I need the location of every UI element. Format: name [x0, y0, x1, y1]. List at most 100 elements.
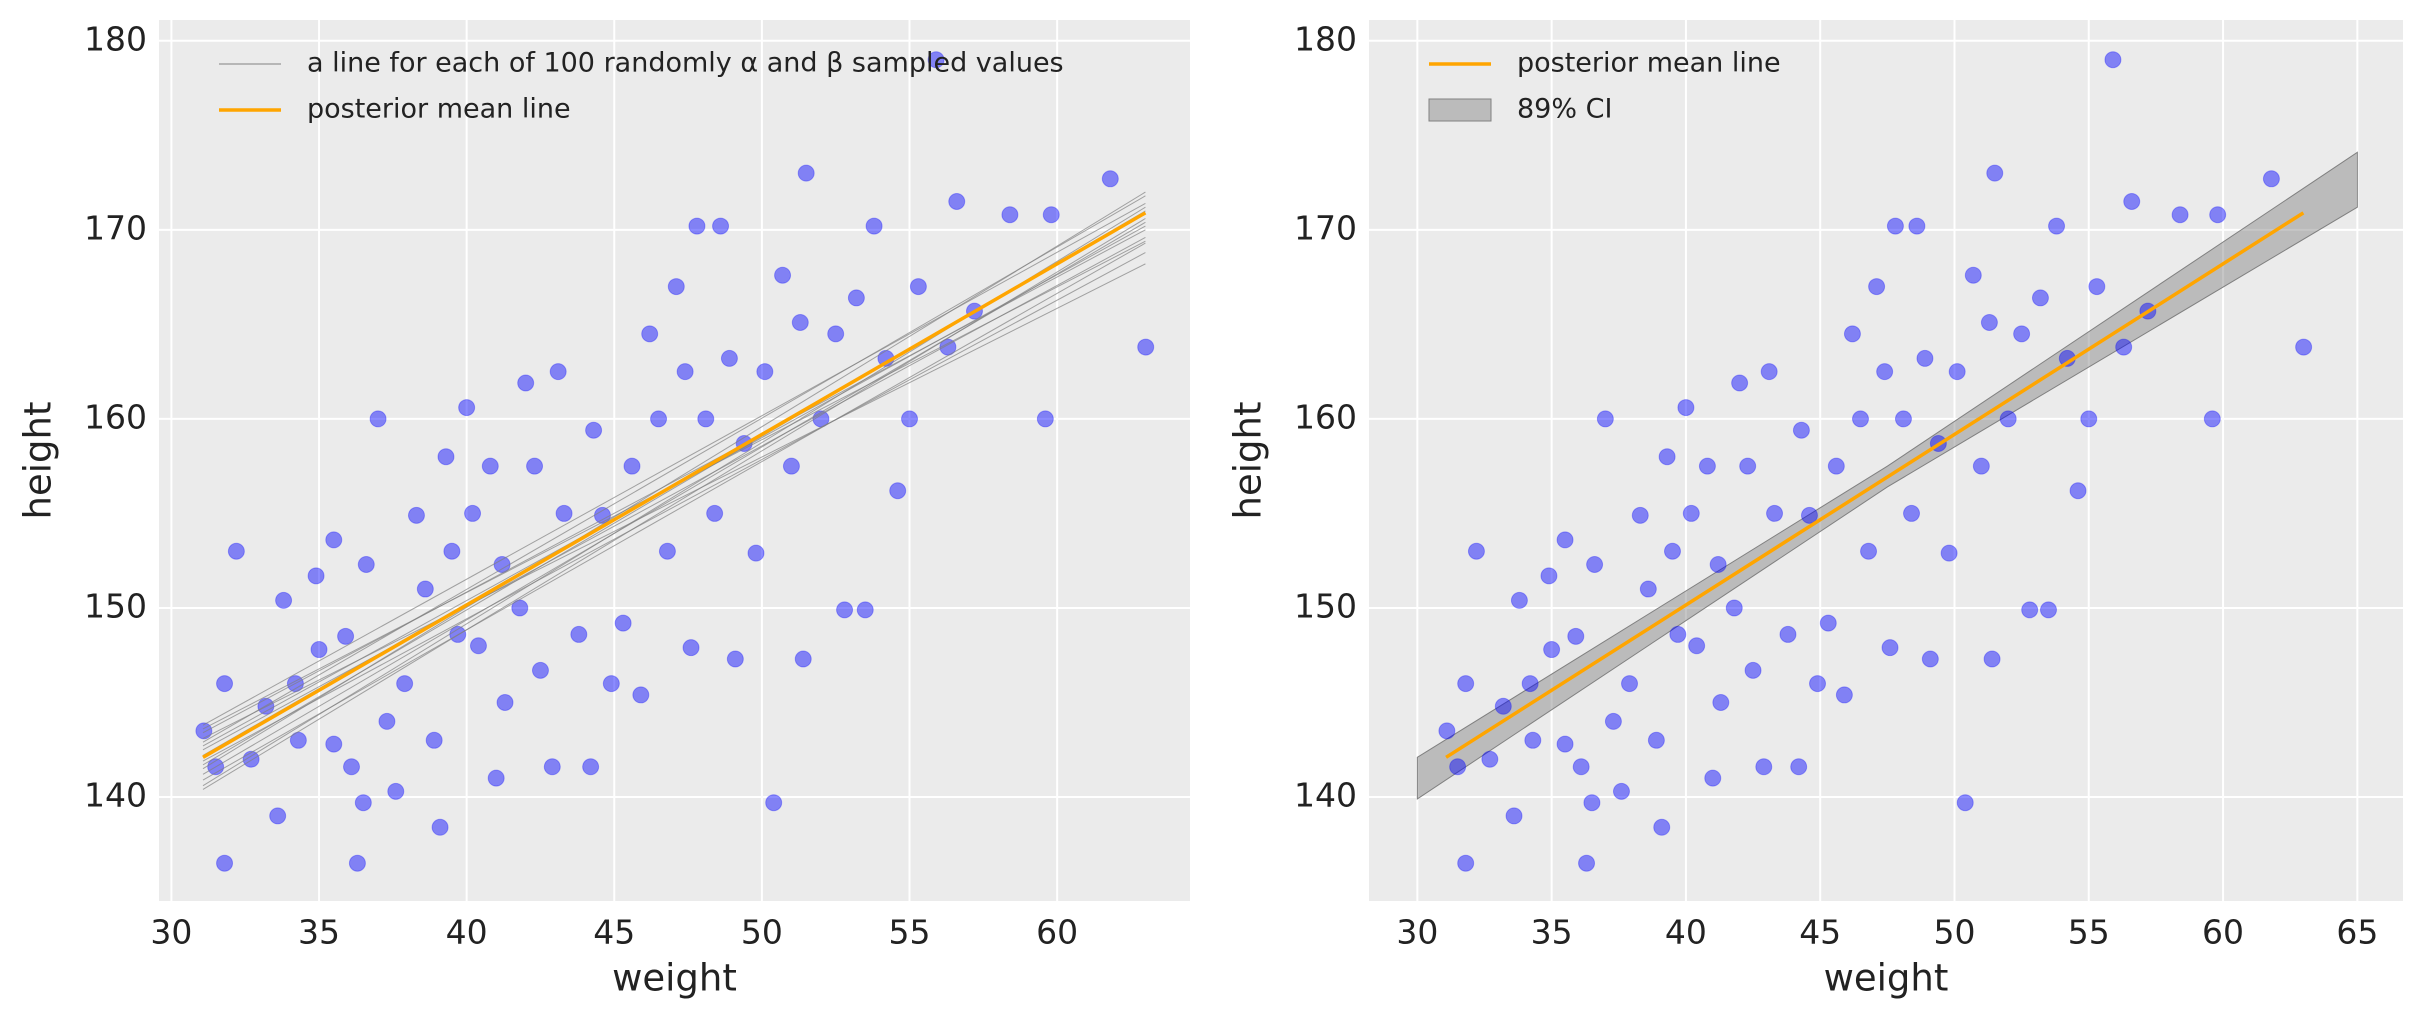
data-point [1755, 758, 1773, 776]
data-point [2013, 325, 2031, 343]
mean-line [1445, 211, 2305, 759]
data-point [1639, 580, 1657, 598]
data-point [307, 567, 325, 585]
data-point [1819, 614, 1837, 632]
data-point [2123, 192, 2141, 210]
sample-line [202, 202, 1146, 726]
data-point [720, 349, 738, 367]
data-point [836, 601, 854, 619]
data-point [2048, 217, 2066, 235]
data-point [1739, 457, 1757, 475]
x-tick-label: 45 [593, 913, 635, 952]
legend-label: posterior mean line [307, 94, 571, 125]
data-point [458, 399, 476, 417]
data-point [1964, 266, 1982, 284]
data-point [1578, 854, 1596, 872]
legend-label: a line for each of 100 randomly α and β … [307, 48, 1064, 79]
data-point [1556, 531, 1574, 549]
data-point [378, 712, 396, 730]
data-point [1438, 722, 1456, 740]
data-point [1467, 542, 1485, 560]
data-point [1137, 338, 1155, 356]
data-point [794, 650, 812, 668]
data-point [416, 580, 434, 598]
mean-line [202, 211, 1147, 759]
plot-content [195, 51, 1155, 872]
data-point [1800, 506, 1818, 524]
data-point [2069, 482, 2087, 500]
data-point [437, 448, 455, 466]
plot-area [159, 20, 1190, 901]
x-tick-label: 60 [1036, 913, 1078, 952]
data-point [487, 769, 505, 787]
sample-line [202, 252, 1146, 762]
data-point [2080, 410, 2098, 428]
data-point [343, 758, 361, 776]
data-point [1908, 217, 1926, 235]
data-point [1999, 410, 2017, 428]
data-point [1647, 731, 1665, 749]
data-point [2262, 170, 2280, 188]
data-point [948, 192, 966, 210]
data-point [1956, 794, 1974, 812]
data-point [1725, 599, 1743, 617]
data-point [407, 506, 425, 524]
legend-label: posterior mean line [1517, 48, 1781, 79]
data-point [765, 794, 783, 812]
data-point [1779, 625, 1797, 643]
y-tick-label: 160 [84, 397, 147, 436]
data-point [269, 807, 287, 825]
data-point [623, 457, 641, 475]
data-point [1972, 457, 1990, 475]
data-point [2021, 601, 2039, 619]
data-point [1001, 206, 1019, 224]
data-point [431, 818, 449, 836]
data-point [2203, 410, 2221, 428]
data-point [782, 457, 800, 475]
x-tick-label: 35 [1531, 913, 1573, 952]
data-point [667, 278, 685, 296]
data-point [688, 217, 706, 235]
data-point [1809, 675, 1827, 693]
x-tick-label: 40 [1665, 913, 1707, 952]
data-point [1540, 567, 1558, 585]
data-point [1567, 627, 1585, 645]
data-point [641, 325, 659, 343]
x-axis-label: weight [1824, 957, 1949, 1000]
data-point [1827, 457, 1845, 475]
x-tick-label: 45 [1799, 913, 1841, 952]
data-point [1510, 591, 1528, 609]
plot-area [1369, 20, 2403, 901]
data-point [1712, 693, 1730, 711]
data-point [549, 363, 567, 381]
data-point [1903, 504, 1921, 522]
data-point [1449, 758, 1467, 776]
data-point [1744, 661, 1762, 679]
data-point [1586, 555, 1604, 573]
data-point [2115, 338, 2133, 356]
data-point [357, 555, 375, 573]
sample-line [202, 218, 1146, 790]
sample-line [202, 195, 1146, 743]
data-point [387, 782, 405, 800]
y-tick-label: 140 [84, 776, 147, 815]
data-point [348, 854, 366, 872]
data-point [1731, 374, 1749, 392]
data-point [582, 758, 600, 776]
data-point [2171, 206, 2189, 224]
data-point [658, 542, 676, 560]
data-point [555, 504, 573, 522]
data-point [774, 266, 792, 284]
data-point [1876, 363, 1894, 381]
y-tick-label: 150 [1294, 586, 1357, 625]
data-point [1688, 637, 1706, 655]
data-point [1101, 170, 1119, 188]
data-point [227, 542, 245, 560]
data-point [2209, 206, 2227, 224]
x-tick-label: 30 [150, 913, 192, 952]
data-point [706, 504, 724, 522]
data-point [650, 410, 668, 428]
data-point [1983, 650, 2001, 668]
data-point [543, 758, 561, 776]
data-point [1792, 421, 1810, 439]
